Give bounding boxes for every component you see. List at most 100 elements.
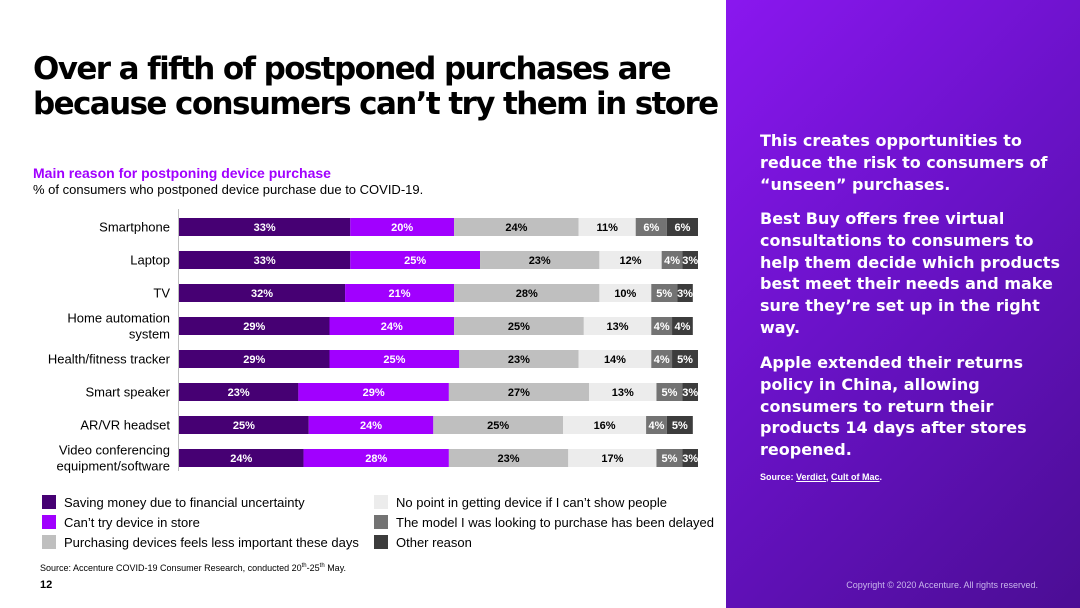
bar-segment bbox=[666, 416, 693, 434]
panel-source-label: Source: bbox=[760, 472, 797, 482]
bar-segment bbox=[329, 350, 460, 368]
data-label: 32% bbox=[251, 288, 273, 300]
data-label: 25% bbox=[404, 255, 426, 267]
slide-title-line-1: Over a fifth of postponed purchases are bbox=[33, 51, 672, 87]
data-label: 11% bbox=[596, 222, 618, 234]
category-label: Smart speaker bbox=[85, 385, 170, 400]
data-label: 5% bbox=[677, 354, 693, 366]
data-label: 29% bbox=[363, 387, 385, 399]
data-label: 25% bbox=[487, 420, 509, 432]
data-label: 13% bbox=[612, 387, 634, 399]
bar-segment bbox=[480, 251, 600, 269]
category-label: AR/VR headset bbox=[80, 418, 170, 433]
bar-segment bbox=[583, 317, 652, 335]
category-label: Home automation system bbox=[67, 311, 170, 342]
bar-segment bbox=[682, 449, 698, 467]
data-label: 28% bbox=[516, 288, 538, 300]
bar-segment bbox=[179, 416, 309, 434]
footnote-source: Source: Accenture COVID-19 Consumer Rese… bbox=[40, 563, 346, 573]
category-label: Video conferencing equipment/software bbox=[57, 443, 170, 474]
legend-label: Other reason bbox=[396, 534, 472, 550]
data-label: 13% bbox=[607, 321, 629, 333]
bar-segment bbox=[578, 218, 636, 236]
panel-source: Source: Verdict, Cult of Mac. bbox=[760, 472, 882, 482]
bar-segment bbox=[179, 350, 330, 368]
bar-segment bbox=[454, 218, 579, 236]
bar-segment bbox=[433, 416, 564, 434]
data-label: 24% bbox=[381, 321, 403, 333]
data-label: 28% bbox=[365, 453, 387, 465]
bar-segment bbox=[179, 218, 351, 236]
category-label: Laptop bbox=[130, 253, 170, 268]
bar-segment bbox=[599, 284, 652, 302]
bar-segment bbox=[454, 317, 584, 335]
legend-column-right: No point in getting device if I can’t sh… bbox=[374, 492, 714, 552]
data-label: 4% bbox=[664, 255, 680, 267]
bar-segment bbox=[568, 449, 657, 467]
data-label: 27% bbox=[508, 387, 530, 399]
chart-title: Main reason for postponing device purcha… bbox=[33, 165, 331, 181]
bar-segment bbox=[350, 218, 455, 236]
bar-segment bbox=[179, 383, 299, 401]
data-label: 3% bbox=[682, 453, 698, 465]
data-label: 23% bbox=[228, 387, 250, 399]
data-label: 3% bbox=[677, 288, 693, 300]
bar-segment bbox=[329, 317, 455, 335]
page-number: 12 bbox=[40, 579, 53, 591]
bar-segment bbox=[448, 449, 569, 467]
bar-segment bbox=[454, 284, 600, 302]
source-sup-1: th bbox=[301, 563, 307, 569]
bar-segment bbox=[179, 449, 304, 467]
data-label: 4% bbox=[649, 420, 665, 432]
source-link-verdict[interactable]: Verdict bbox=[796, 472, 827, 482]
bar-segment bbox=[672, 350, 698, 368]
bar-segment bbox=[646, 416, 667, 434]
source-dash: -25 bbox=[306, 563, 320, 573]
category-label: Health/fitness tracker bbox=[48, 352, 171, 367]
legend-item: Purchasing devices feels less important … bbox=[42, 532, 359, 552]
source-link-cult-of-mac[interactable]: Cult of Mac bbox=[831, 472, 880, 482]
data-label: 4% bbox=[674, 321, 690, 333]
bar-segment bbox=[656, 383, 683, 401]
bar-segment bbox=[179, 284, 346, 302]
bar-segment bbox=[672, 317, 693, 335]
legend-label: No point in getting device if I can’t sh… bbox=[396, 494, 668, 510]
bar-segment bbox=[298, 383, 449, 401]
data-label: 6% bbox=[674, 222, 690, 234]
source-end: May. bbox=[324, 563, 347, 573]
category-label: Smartphone bbox=[99, 220, 170, 235]
bar-segment bbox=[599, 251, 662, 269]
source-text: Source: Accenture COVID-19 Consumer Rese… bbox=[40, 563, 302, 573]
data-label: 23% bbox=[508, 354, 530, 366]
data-label: 24% bbox=[230, 453, 252, 465]
panel-paragraph-3: Apple extended their returns policy in C… bbox=[760, 353, 1027, 460]
data-label: 3% bbox=[682, 387, 698, 399]
bar-segment bbox=[635, 218, 667, 236]
data-label: 24% bbox=[505, 222, 527, 234]
legend-label: Purchasing devices feels less important … bbox=[64, 534, 359, 550]
bar-segment bbox=[303, 449, 449, 467]
legend-item: Can’t try device in store bbox=[42, 512, 359, 532]
bar-segment bbox=[448, 383, 590, 401]
data-label: 25% bbox=[383, 354, 405, 366]
bar-segment bbox=[350, 251, 481, 269]
data-label: 5% bbox=[656, 288, 672, 300]
data-label: 16% bbox=[594, 420, 616, 432]
legend-item: The model I was looking to purchase has … bbox=[374, 512, 714, 532]
bar-segment bbox=[682, 251, 698, 269]
legend-label: Saving money due to financial uncertaint… bbox=[64, 494, 305, 510]
bar-segment bbox=[589, 383, 657, 401]
slide-title-line-2: because consumers can’t try them in stor… bbox=[33, 86, 719, 122]
legend-label: The model I was looking to purchase has … bbox=[396, 514, 714, 530]
data-label: 29% bbox=[243, 321, 265, 333]
source-sup-2: th bbox=[319, 563, 325, 569]
data-label: 5% bbox=[672, 420, 688, 432]
data-label: 12% bbox=[620, 255, 642, 267]
bar-segment bbox=[179, 251, 351, 269]
bar-segment bbox=[578, 350, 652, 368]
data-label: 10% bbox=[614, 288, 636, 300]
data-label: 6% bbox=[643, 222, 659, 234]
data-label: 29% bbox=[243, 354, 265, 366]
panel-paragraph-1: This creates opportunities to reduce the… bbox=[760, 131, 1048, 194]
bar-segment bbox=[308, 416, 434, 434]
